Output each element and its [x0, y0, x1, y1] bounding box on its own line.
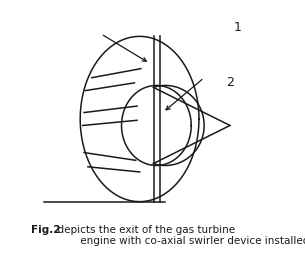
Text: depicts the exit of the gas turbine
         engine with co-axial swirler device: depicts the exit of the gas turbine engi…: [51, 225, 305, 246]
Text: 1: 1: [234, 21, 242, 34]
Text: 2: 2: [226, 76, 234, 89]
Text: Fig.2: Fig.2: [31, 225, 61, 235]
